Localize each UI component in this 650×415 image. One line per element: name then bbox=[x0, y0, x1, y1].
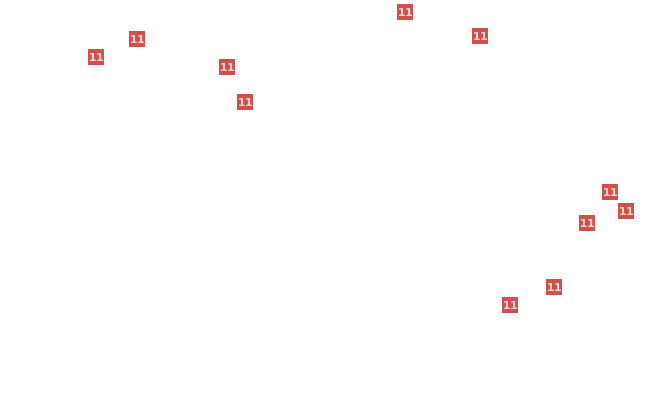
mark-badge[interactable]: 11 bbox=[502, 297, 518, 313]
mark-badge[interactable]: 11 bbox=[397, 4, 413, 20]
mark-badge[interactable]: 11 bbox=[579, 215, 595, 231]
mark-badge[interactable]: 11 bbox=[237, 94, 253, 110]
mark-badge[interactable]: 11 bbox=[472, 28, 488, 44]
mark-badge[interactable]: 11 bbox=[219, 59, 235, 75]
mark-badge[interactable]: 11 bbox=[618, 203, 634, 219]
mark-badge[interactable]: 11 bbox=[129, 31, 145, 47]
mark-badge[interactable]: 11 bbox=[88, 49, 104, 65]
mark-badge[interactable]: 11 bbox=[602, 184, 618, 200]
mark-badge[interactable]: 11 bbox=[546, 279, 562, 295]
